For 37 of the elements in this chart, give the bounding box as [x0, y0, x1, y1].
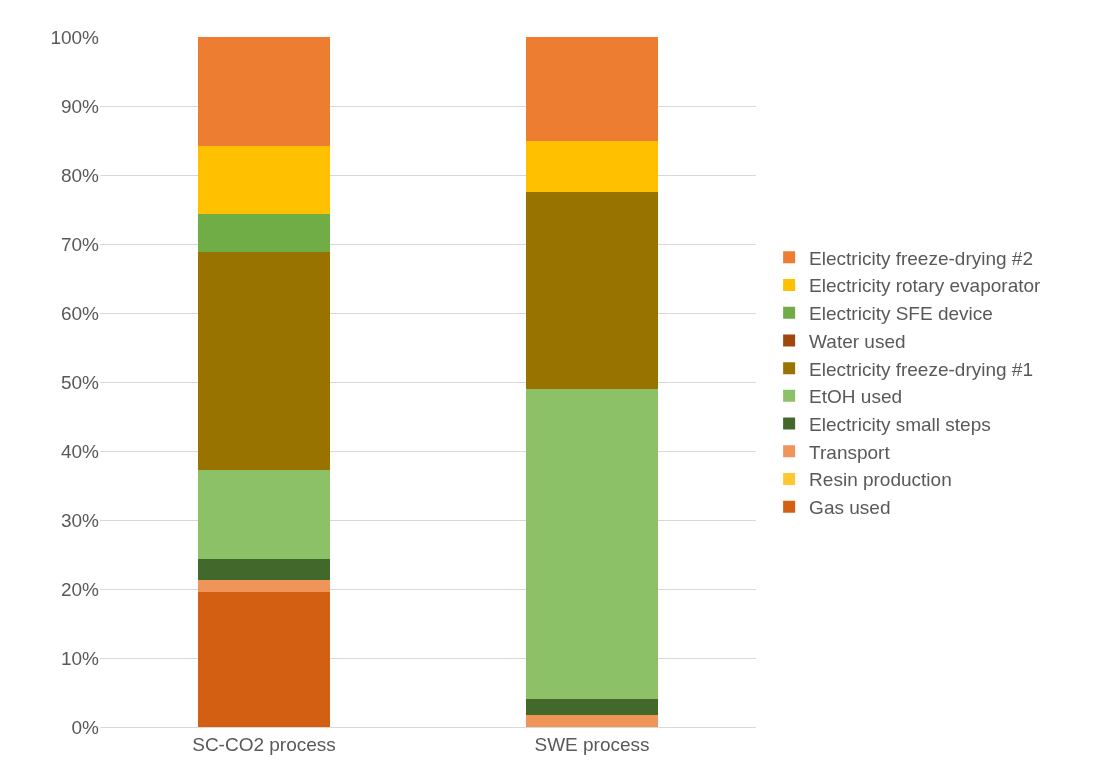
y-tick-label: 50%	[60, 371, 100, 393]
legend-label: Electricity freeze-drying #1	[809, 358, 1033, 380]
y-tick-label: 90%	[60, 95, 100, 117]
legend-label: EtOH used	[809, 386, 903, 408]
y-tick-label: 60%	[60, 302, 100, 324]
bar	[198, 37, 330, 147]
bar	[526, 699, 658, 716]
legend-label: Resin production	[809, 469, 952, 491]
bar	[198, 580, 330, 593]
legend-label: Gas used	[809, 497, 891, 519]
legend-label: Transport	[809, 441, 891, 463]
bar	[198, 559, 330, 581]
y-tick-label: 0%	[71, 716, 100, 738]
x-tick-label: SWE process	[534, 733, 650, 755]
bar	[198, 469, 330, 560]
bar	[526, 191, 658, 389]
bar	[526, 37, 658, 142]
legend-label: Electricity SFE device	[809, 303, 993, 325]
y-tick-label: 100%	[50, 26, 100, 48]
y-tick-label: 40%	[60, 440, 100, 462]
bar	[198, 252, 330, 470]
y-tick-label: 30%	[60, 509, 100, 531]
bar	[526, 141, 658, 192]
y-tick-label: 20%	[60, 578, 100, 600]
bar	[526, 388, 658, 700]
legend-label: Electricity freeze-drying #2	[809, 247, 1033, 269]
bar	[198, 592, 330, 727]
legend-label: Water used	[809, 330, 906, 352]
bar	[198, 214, 330, 253]
legend-label: Electricity rotary evaporator	[809, 275, 1042, 297]
legend-label: Electricity small steps	[809, 413, 991, 435]
bar	[526, 715, 658, 727]
y-tick-label: 10%	[60, 647, 100, 669]
y-tick-label: 80%	[60, 164, 100, 186]
x-tick-label: SC-CO2 process	[192, 733, 336, 755]
y-tick-label: 70%	[60, 233, 100, 255]
bar	[198, 146, 330, 215]
